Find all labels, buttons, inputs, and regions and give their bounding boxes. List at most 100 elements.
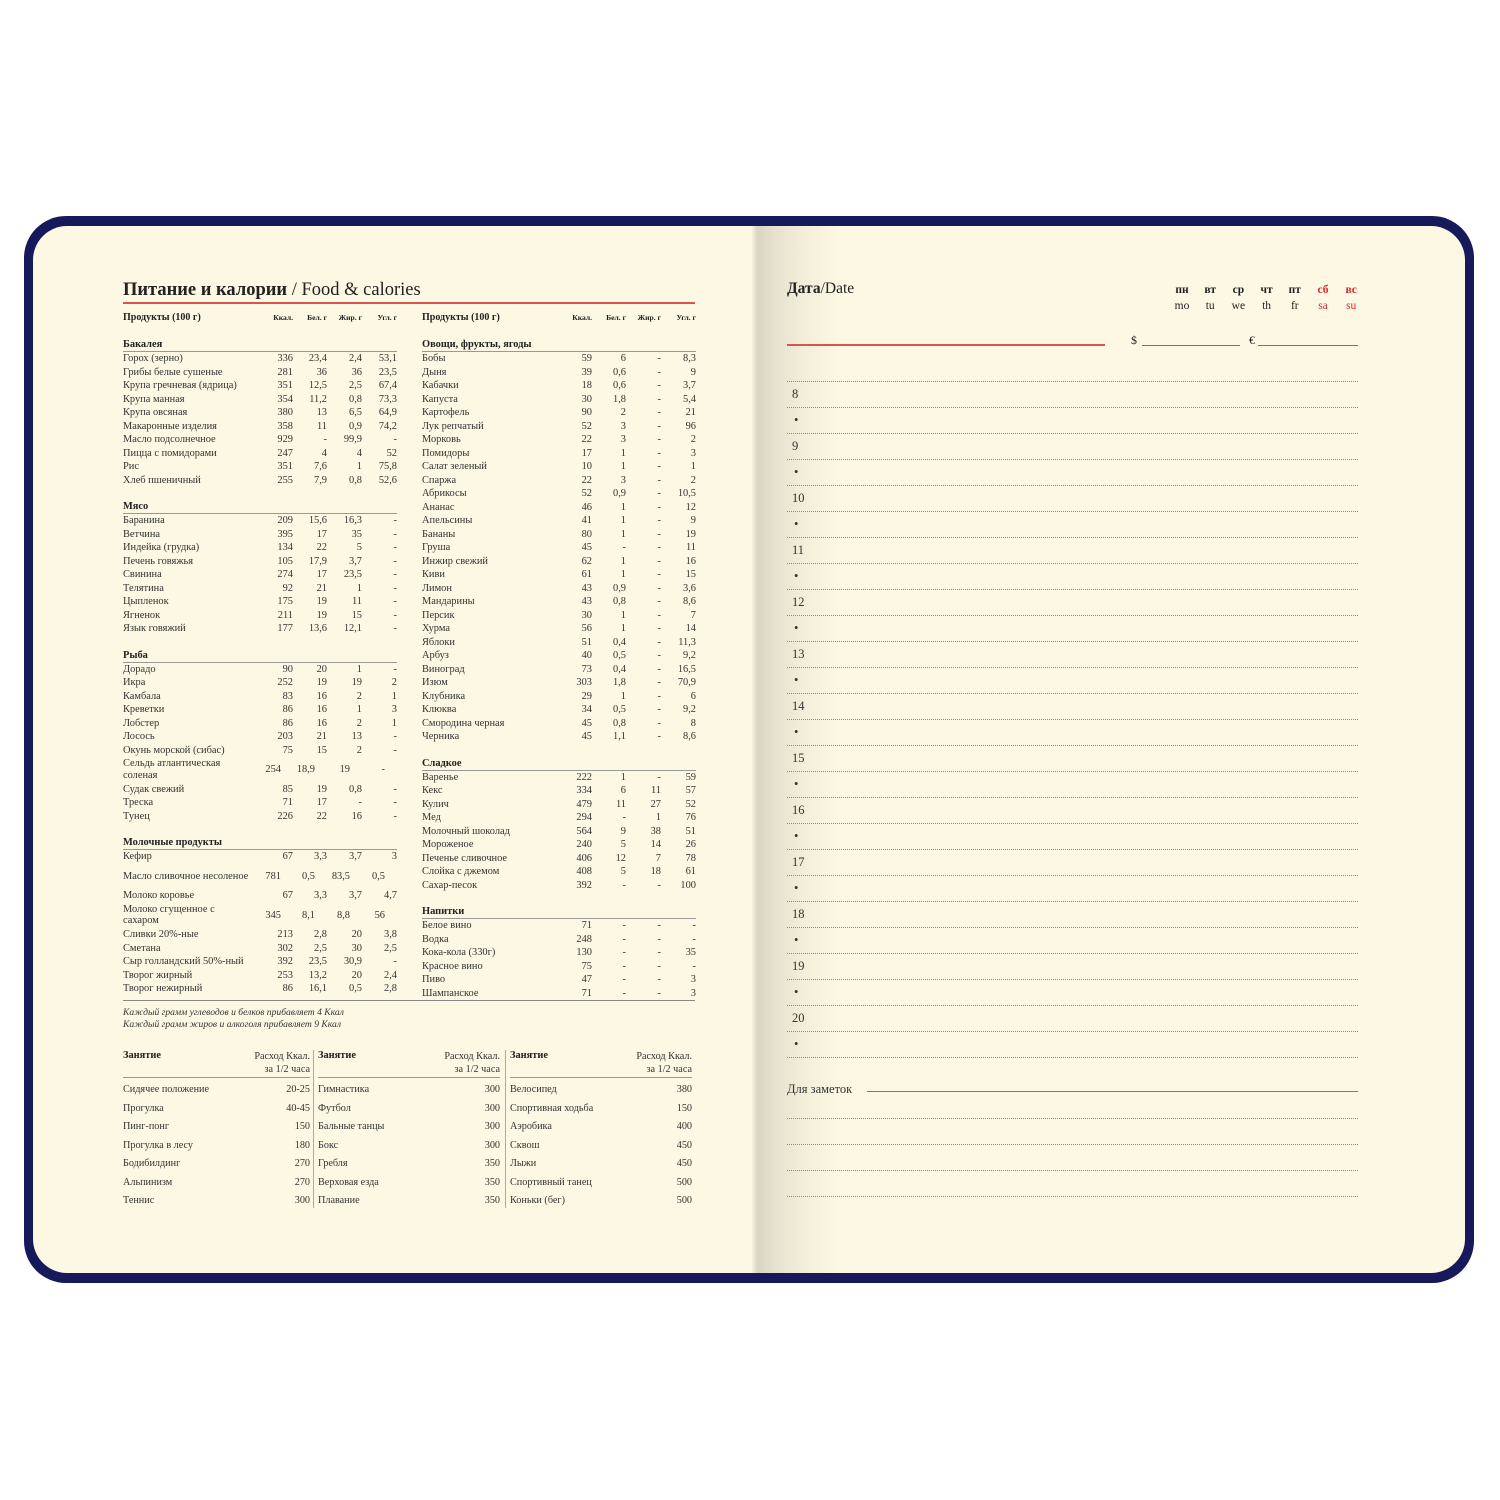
weekday-tu[interactable]: вт tu (1198, 282, 1222, 314)
food-value: 0,4 (613, 663, 626, 675)
title-ru: Питание и калории (123, 280, 288, 300)
food-value: 39 (581, 366, 592, 378)
food-value: 38 (650, 825, 661, 837)
weekday-ru: вт (1204, 284, 1216, 296)
food-value: 5 (620, 866, 626, 877)
activity-kcal: 20-25 (286, 1084, 310, 1095)
notes-line[interactable] (787, 1118, 1358, 1119)
food-name: Ягненок (123, 609, 161, 621)
schedule-line[interactable] (787, 511, 1358, 512)
food-value: 15 (685, 569, 696, 580)
food-value: 20 (316, 663, 327, 675)
food-name: Картофель (422, 407, 470, 418)
food-value: - (622, 947, 626, 958)
schedule-line[interactable] (787, 1057, 1358, 1058)
schedule-line[interactable] (787, 589, 1358, 590)
schedule-line[interactable] (787, 433, 1358, 434)
food-value: - (393, 956, 397, 967)
food-value: 21 (316, 582, 327, 594)
food-value: - (657, 974, 661, 985)
food-value: 12,5 (308, 380, 327, 391)
food-name: Окунь морской (сибас) (123, 744, 225, 756)
activity-row: Сквош 450 (510, 1137, 692, 1156)
weekday-ru: сб (1317, 284, 1329, 296)
table-row: Кефир 67 3,3 3,7 3 (123, 850, 397, 864)
food-value: - (622, 542, 626, 553)
notes-line[interactable] (787, 1144, 1358, 1145)
weekday-mo[interactable]: пн mo (1170, 282, 1194, 314)
notes-line[interactable] (787, 1196, 1358, 1197)
schedule-line[interactable] (787, 953, 1358, 954)
schedule-line[interactable] (787, 459, 1358, 460)
food-value: - (657, 933, 661, 945)
schedule-line[interactable] (787, 979, 1358, 980)
half-hour-bullet: • (794, 413, 799, 427)
schedule-line[interactable] (787, 823, 1358, 824)
weekday-en: th (1262, 300, 1272, 312)
food-value: 1 (620, 623, 626, 634)
food-name: Кефир (123, 851, 152, 862)
weekday-th[interactable]: чт th (1255, 282, 1279, 314)
schedule-line[interactable] (787, 927, 1358, 928)
food-value: 90 (282, 663, 293, 675)
activity-name: Футбол (318, 1102, 351, 1114)
food-value: - (657, 663, 661, 675)
food-value: - (622, 960, 626, 972)
activity-name: Прогулка (123, 1102, 164, 1114)
half-hour-bullet: • (794, 933, 799, 947)
schedule-line[interactable] (787, 745, 1358, 746)
food-name: Черника (422, 731, 460, 742)
schedule-line[interactable] (787, 407, 1358, 408)
schedule-line[interactable] (787, 667, 1358, 668)
schedule-line[interactable] (787, 1031, 1358, 1032)
weekday-su[interactable]: вс su (1339, 282, 1363, 314)
activity-kcal: 350 (484, 1158, 500, 1169)
schedule-line[interactable] (787, 771, 1358, 772)
date-line[interactable] (787, 344, 1105, 346)
activity-kcal: 300 (484, 1084, 500, 1095)
schedule-line[interactable] (787, 797, 1358, 798)
schedule-line[interactable] (787, 641, 1358, 642)
food-value: 35 (685, 947, 696, 958)
weekday-ru: ср (1232, 284, 1245, 296)
food-value: 354 (277, 393, 293, 405)
usd-field[interactable] (1142, 345, 1240, 346)
food-value: 358 (277, 420, 293, 432)
schedule-line[interactable] (787, 563, 1358, 564)
schedule-line[interactable] (787, 719, 1358, 720)
schedule-line[interactable] (787, 875, 1358, 876)
notes-line[interactable] (787, 1170, 1358, 1171)
food-value: 74,2 (378, 420, 397, 432)
food-name: Киви (422, 569, 445, 580)
table-row: Груша 45 - - 11 (422, 541, 696, 555)
weekday-fr[interactable]: пт fr (1283, 282, 1307, 314)
schedule-line[interactable] (787, 537, 1358, 538)
schedule-line[interactable] (787, 849, 1358, 850)
burn-header-line: Расход Ккал. (254, 1051, 310, 1062)
table-row: Рис 351 7,6 1 75,8 (123, 460, 397, 474)
food-value: 61 (581, 569, 592, 580)
eur-field[interactable] (1258, 345, 1358, 346)
schedule-line[interactable] (787, 381, 1358, 382)
schedule-line[interactable] (787, 901, 1358, 902)
schedule-line[interactable] (787, 693, 1358, 694)
activity-row: Верховая езда 350 (318, 1174, 500, 1193)
food-value: 16 (351, 810, 362, 822)
section-title: Молочные продукты (123, 836, 397, 850)
table-row: Инжир свежий 62 1 - 16 (422, 555, 696, 569)
table-row: Хурма 56 1 - 14 (422, 622, 696, 636)
food-value: 392 (277, 956, 293, 967)
food-value: 64,9 (378, 407, 397, 418)
food-value: 14 (685, 623, 696, 634)
food-value: - (393, 515, 397, 526)
food-name: Крупа манная (123, 393, 185, 405)
schedule-line[interactable] (787, 1005, 1358, 1006)
section-title: Мясо (123, 500, 397, 514)
food-name: Сельдь атлантическая соленая (123, 758, 221, 781)
food-value: - (657, 596, 661, 607)
schedule-line[interactable] (787, 615, 1358, 616)
weekday-we[interactable]: ср we (1226, 282, 1250, 314)
schedule-line[interactable] (787, 485, 1358, 486)
weekday-sa[interactable]: сб sa (1311, 282, 1335, 314)
food-value: 36 (351, 366, 362, 378)
